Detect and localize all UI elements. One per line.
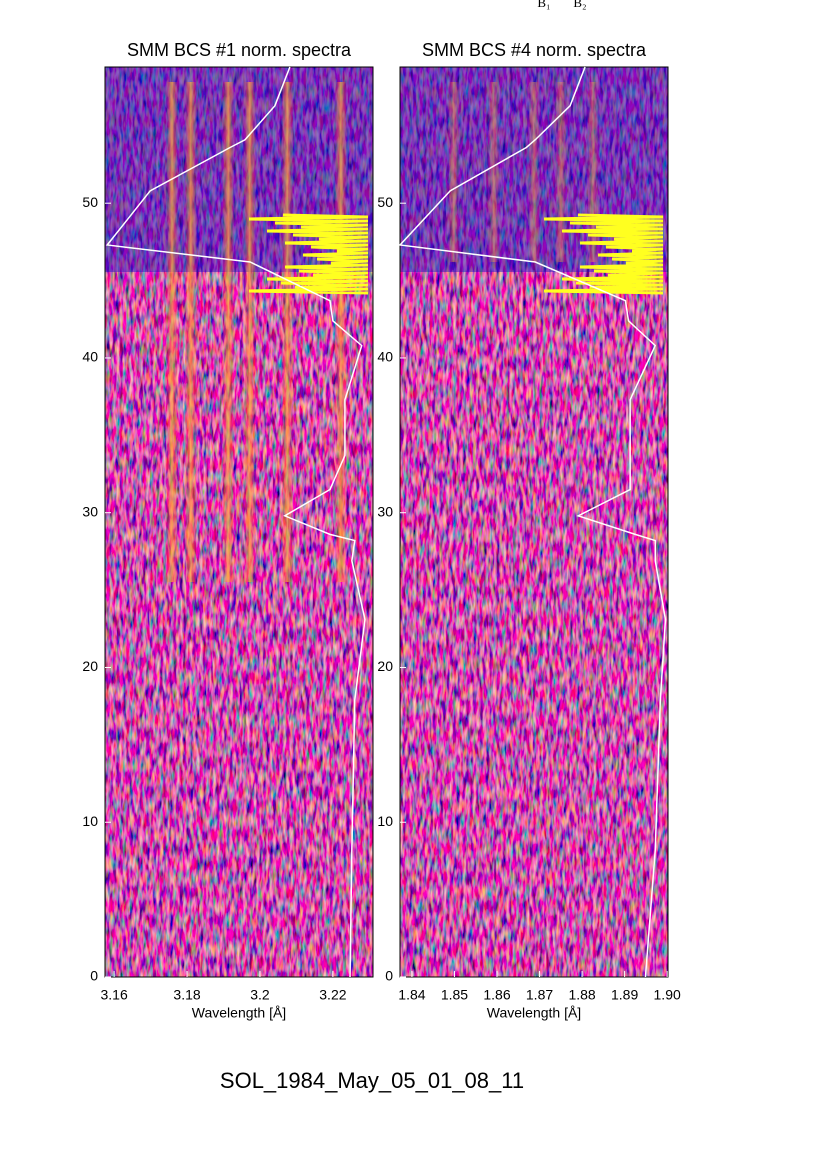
x-tick-label: 3.22 <box>319 987 346 1003</box>
x-tick-label: 1.85 <box>441 987 468 1003</box>
x-tick-label: 1.87 <box>526 987 553 1003</box>
spectral-line <box>487 82 500 262</box>
footer: SOL_1984_May_05_01_08_11 <box>220 1068 524 1093</box>
spectral-line <box>554 82 567 262</box>
spectral-line <box>528 82 540 262</box>
y-tick-label: 50 <box>82 194 98 210</box>
header-label: B₂ <box>573 0 586 10</box>
light-curve <box>398 66 667 978</box>
spectral-line <box>281 82 294 582</box>
saturation <box>543 213 664 295</box>
plot-frame <box>104 66 374 978</box>
x-tick-label: 1.84 <box>398 987 425 1003</box>
x-tick-label: 1.86 <box>483 987 510 1003</box>
x-tick-label: 1.89 <box>611 987 638 1003</box>
saturation <box>248 213 369 295</box>
x-tick-label: 3.2 <box>250 987 270 1003</box>
y-tick-label: 40 <box>82 349 98 365</box>
y-tick-label: 20 <box>82 658 98 674</box>
spectral-line <box>184 82 197 582</box>
x-tick-label: 1.90 <box>654 987 681 1003</box>
y-tick-label: 0 <box>90 968 98 984</box>
spectral-line <box>222 82 235 582</box>
x-tick-label: 1.88 <box>568 987 595 1003</box>
header-label: B₁ <box>537 0 550 10</box>
light-curve <box>105 66 366 978</box>
spectral-line <box>447 82 460 262</box>
spectral-line <box>243 82 256 582</box>
spectral-line <box>166 82 178 582</box>
panel-title: SMM BCS #1 norm. spectra <box>127 40 352 60</box>
y-tick-label: 20 <box>377 658 393 674</box>
plot-frame <box>399 66 669 978</box>
y-tick-label: 10 <box>377 813 393 829</box>
x-axis-label: Wavelength [Å] <box>487 1005 581 1021</box>
y-tick-label: 0 <box>385 968 393 984</box>
y-tick-label: 30 <box>377 503 393 519</box>
y-tick-label: 50 <box>377 194 393 210</box>
panel-title: SMM BCS #4 norm. spectra <box>422 40 647 60</box>
x-axis-label: Wavelength [Å] <box>192 1005 286 1021</box>
x-tick-label: 3.16 <box>100 987 127 1003</box>
x-tick-label: 3.18 <box>173 987 200 1003</box>
y-tick-label: 10 <box>82 813 98 829</box>
y-tick-label: 40 <box>377 349 393 365</box>
y-tick-label: 30 <box>82 503 98 519</box>
